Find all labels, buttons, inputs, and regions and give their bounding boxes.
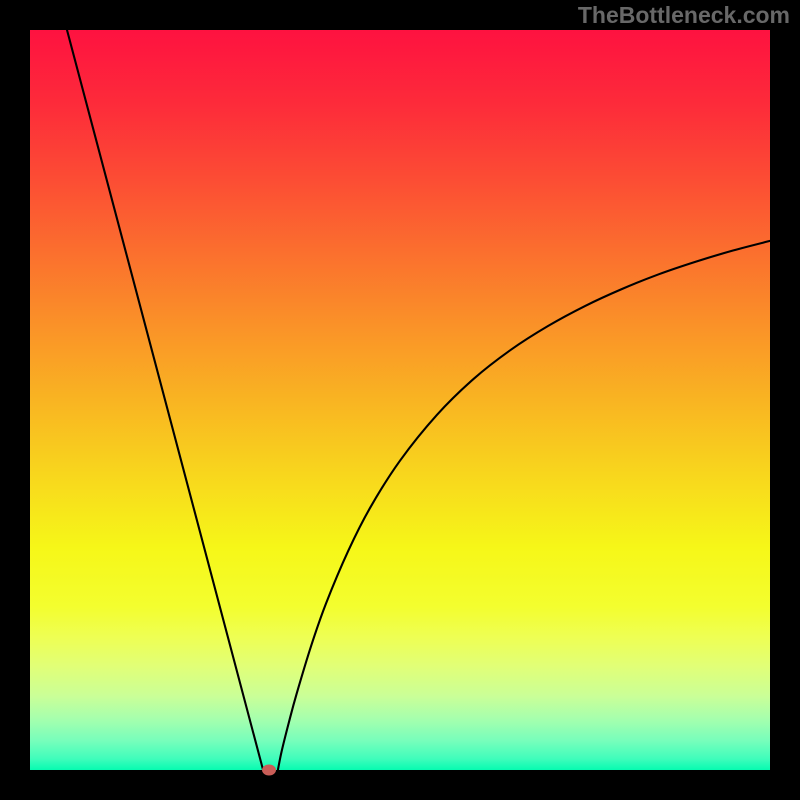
plot-background xyxy=(30,30,770,770)
chart-container: TheBottleneck.com xyxy=(0,0,800,800)
chart-svg xyxy=(0,0,800,800)
minimum-marker xyxy=(262,765,276,776)
